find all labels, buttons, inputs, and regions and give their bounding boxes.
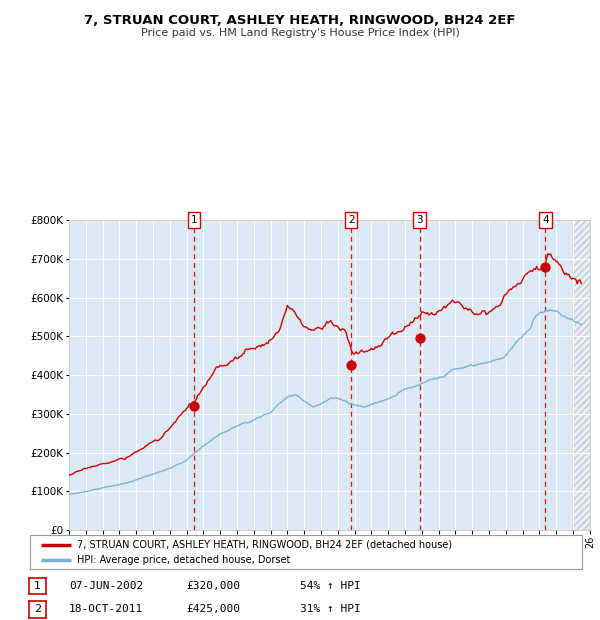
Text: 1: 1 [34,581,41,591]
Text: £320,000: £320,000 [186,581,240,591]
Text: 07-JUN-2002: 07-JUN-2002 [69,581,143,591]
Text: £425,000: £425,000 [186,604,240,614]
Text: 4: 4 [542,215,549,225]
Text: 7, STRUAN COURT, ASHLEY HEATH, RINGWOOD, BH24 2EF (detached house): 7, STRUAN COURT, ASHLEY HEATH, RINGWOOD,… [77,539,452,549]
Bar [573,220,590,530]
Text: HPI: Average price, detached house, Dorset: HPI: Average price, detached house, Dors… [77,556,290,565]
Text: 7, STRUAN COURT, ASHLEY HEATH, RINGWOOD, BH24 2EF: 7, STRUAN COURT, ASHLEY HEATH, RINGWOOD,… [84,14,516,27]
Text: 2: 2 [34,604,41,614]
Text: 31% ↑ HPI: 31% ↑ HPI [300,604,361,614]
Point [189,401,199,411]
Text: 3: 3 [416,215,423,225]
Point [541,262,550,272]
Text: 54% ↑ HPI: 54% ↑ HPI [300,581,361,591]
Text: 2: 2 [348,215,355,225]
Point [415,334,424,343]
Text: 18-OCT-2011: 18-OCT-2011 [69,604,143,614]
Text: Price paid vs. HM Land Registry's House Price Index (HPI): Price paid vs. HM Land Registry's House … [140,28,460,38]
Text: 1: 1 [191,215,197,225]
Point [346,360,356,370]
Bar [573,220,590,530]
